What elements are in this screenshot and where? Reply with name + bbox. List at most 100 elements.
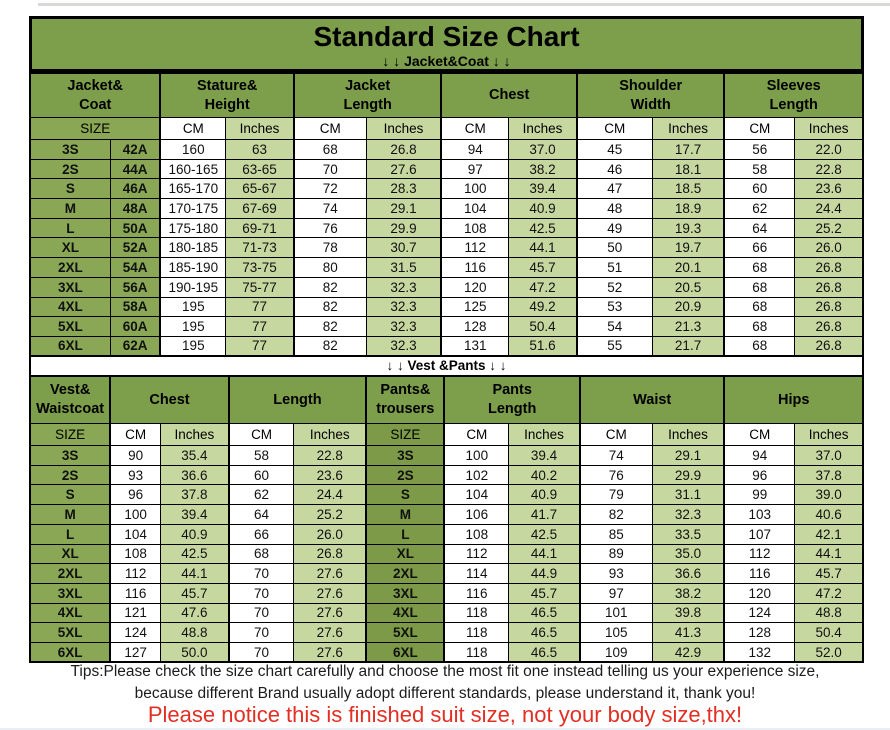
table-cell: 165-170: [159, 178, 227, 200]
table-cell: 4XL: [365, 602, 445, 624]
table-cell: 37.0: [794, 445, 864, 466]
table-cell: 75-77: [225, 276, 295, 298]
table-cell: 3S: [365, 445, 445, 466]
table-cell: 22.8: [293, 445, 367, 466]
table-cell: 26.8: [794, 276, 864, 298]
table-cell: 47.2: [794, 582, 864, 604]
table-cell: 27.6: [293, 602, 367, 624]
table-cell: 105: [578, 622, 653, 643]
column-subheader: Inches: [651, 423, 725, 447]
table-cell: 89: [578, 543, 653, 565]
table-cell: 44.1: [508, 543, 581, 565]
table-cell: 40.9: [508, 484, 581, 506]
table-cell: 31.1: [651, 484, 725, 506]
table-cell: 99: [723, 484, 796, 506]
table-cell: 44A: [109, 158, 161, 180]
table-cell: 24.4: [293, 484, 367, 506]
column-subheader: CM: [159, 117, 227, 140]
table-cell: 20.1: [651, 257, 725, 278]
table-cell: 69-71: [225, 217, 295, 239]
table-row: M 48A 170-175 67-69 74 29.1 104 40.9 48 18.9 62 24.…: [29, 198, 864, 219]
table-cell: 2S: [29, 464, 111, 486]
table-cell: 118: [443, 602, 510, 624]
table-cell: 46A: [109, 178, 161, 200]
table-cell: 3XL: [365, 582, 445, 604]
table-cell: 54A: [109, 257, 161, 278]
table-cell: 2XL: [29, 563, 111, 584]
column-group-header: Shoulder Width: [575, 72, 725, 118]
table-cell: 26.0: [293, 523, 367, 545]
column-subheader-row: SIZE CM Inches CM Inches CM Inches CM Inches CM In…: [29, 117, 864, 140]
column-group-header: Stature& Height: [159, 72, 295, 118]
table-cell: 39.4: [508, 178, 578, 200]
table-cell: 76: [292, 217, 367, 239]
table-cell: 25.2: [293, 504, 367, 525]
table-cell: 40.6: [794, 504, 864, 525]
table-cell: 190-195: [159, 276, 227, 298]
table-cell: 100: [440, 178, 510, 200]
table-cell: 23.6: [293, 464, 367, 486]
table-cell: 3S: [29, 445, 111, 466]
table-cell: 5XL: [29, 316, 111, 337]
table-cell: 104: [443, 484, 510, 506]
table-cell: 42A: [109, 139, 161, 160]
table-cell: 116: [443, 582, 510, 604]
table-cell: 38.2: [508, 158, 578, 180]
table-cell: 19.7: [651, 237, 725, 259]
table-cell: 65-67: [225, 178, 295, 200]
table-cell: 46.5: [508, 641, 581, 663]
table-cell: 114: [443, 563, 510, 584]
table-cell: 97: [440, 158, 510, 180]
table-cell: 26.8: [293, 543, 367, 565]
jacket-coat-section-label: ↓ ↓ Jacket&Coat ↓ ↓: [382, 53, 511, 69]
table-cell: 58: [723, 158, 796, 180]
table-cell: 38.2: [651, 582, 725, 604]
table-cell: 70: [292, 158, 367, 180]
table-cell: 39.0: [794, 484, 864, 506]
table-cell: 102: [443, 464, 510, 486]
size-chart-frame: Standard Size Chart ↓ ↓ Jacket&Coat ↓ ↓ …: [29, 16, 864, 664]
table-cell: 180-185: [159, 237, 227, 259]
table-row: 2XL 54A 185-190 73-75 80 31.5 116 45.7 51 20.1 68 2…: [29, 257, 864, 278]
column-group-header-row: Vest& Waistcoat Chest Length Pants& trouser…: [29, 375, 864, 425]
table-cell: 47: [575, 178, 653, 200]
table-cell: 51: [575, 257, 653, 278]
table-cell: 50.4: [508, 316, 578, 337]
table-cell: 116: [109, 582, 161, 604]
table-cell: 128: [723, 622, 796, 643]
table-cell: 50.4: [794, 622, 864, 643]
table-cell: 104: [109, 523, 161, 545]
table-cell: 107: [723, 523, 796, 545]
table-cell: 96: [109, 484, 161, 506]
table-cell: 32.3: [365, 276, 442, 298]
table-cell: M: [29, 504, 111, 525]
table-cell: 39.4: [159, 504, 230, 525]
table-row: 3XL 56A 190-195 75-77 82 32.3 120 47.2 52 20.5 68 2…: [29, 276, 864, 298]
table-cell: 20.9: [651, 296, 725, 318]
table-cell: 25.2: [794, 217, 864, 239]
table-cell: 41.3: [651, 622, 725, 643]
table-cell: L: [29, 217, 111, 239]
table-cell: 195: [159, 316, 227, 337]
table-row: XL 52A 180-185 71-73 78 30.7 112 44.1 50 19.7 66 26…: [29, 237, 864, 259]
table-cell: 116: [440, 257, 510, 278]
table-cell: S: [29, 484, 111, 506]
table-cell: 82: [292, 276, 367, 298]
table-cell: 52: [575, 276, 653, 298]
column-group-header: Jacket& Coat: [29, 72, 161, 118]
column-subheader: Inches: [794, 423, 864, 447]
table-cell: 52.0: [794, 641, 864, 663]
table-cell: 63-65: [225, 158, 295, 180]
table-cell: 21.7: [651, 335, 725, 357]
column-group-header: Chest: [109, 375, 230, 425]
table-cell: 35.4: [159, 445, 230, 466]
table-cell: 94: [723, 445, 796, 466]
table-cell: 195: [159, 296, 227, 318]
column-subheader: CM: [723, 423, 796, 447]
table-cell: 39.4: [508, 445, 581, 466]
table-cell: 35.0: [651, 543, 725, 565]
table-cell: 37.8: [794, 464, 864, 486]
table-cell: 72: [292, 178, 367, 200]
table-cell: 27.6: [293, 641, 367, 663]
table-cell: 101: [578, 602, 653, 624]
